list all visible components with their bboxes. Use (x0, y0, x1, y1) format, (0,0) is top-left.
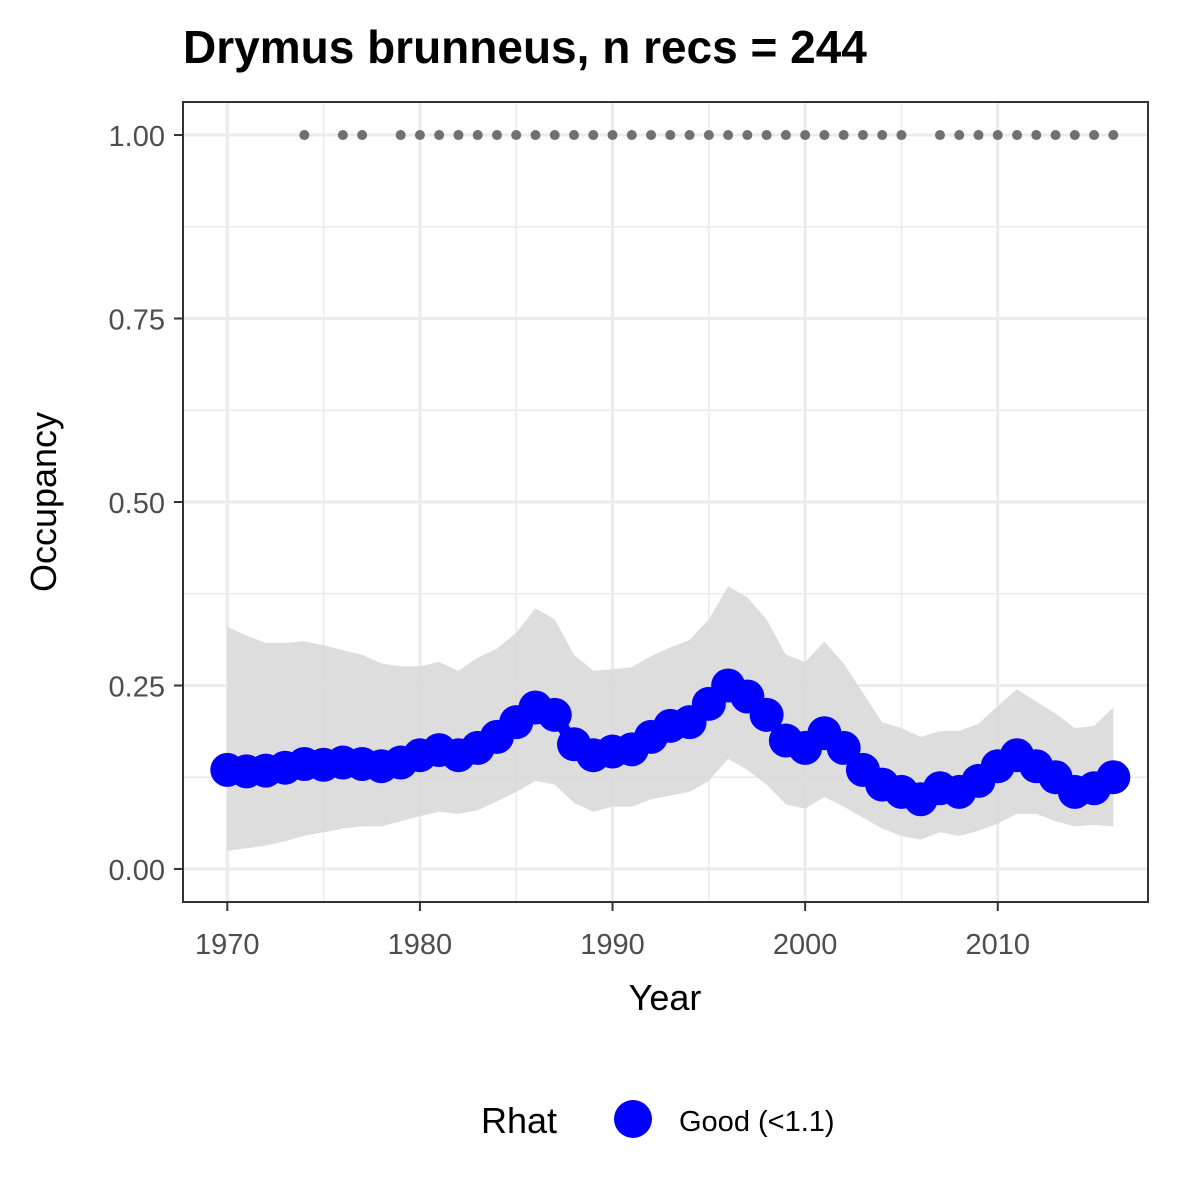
y-tick-label: 0.50 (109, 488, 165, 520)
x-tick-label: 1980 (388, 929, 453, 961)
record-point (453, 130, 464, 141)
record-point (665, 130, 676, 141)
record-points (299, 130, 1119, 141)
mean-occupancy-points (210, 668, 1131, 817)
record-point (684, 130, 695, 141)
mean-point (826, 730, 861, 765)
plot-panel (182, 101, 1149, 903)
record-point (857, 130, 868, 141)
record-point (992, 130, 1003, 141)
record-point (703, 130, 714, 141)
mean-point (749, 697, 784, 732)
record-point (1108, 130, 1119, 141)
record-point (761, 130, 772, 141)
record-point (742, 130, 753, 141)
record-point (607, 130, 618, 141)
record-point (1089, 130, 1100, 141)
record-point (1012, 130, 1023, 141)
record-point (434, 130, 445, 141)
y-tick-label: 0.25 (109, 671, 165, 703)
mean-point (1096, 760, 1131, 795)
record-point (414, 130, 425, 141)
record-point (954, 130, 965, 141)
x-tick-label: 2000 (773, 929, 838, 961)
record-point (395, 130, 406, 141)
record-point (472, 130, 483, 141)
record-point (299, 130, 310, 141)
x-axis-title: Year (629, 977, 702, 1018)
record-point (819, 130, 830, 141)
legend-label-good: Good (<1.1) (679, 1106, 835, 1138)
record-point (646, 130, 657, 141)
record-point (838, 130, 849, 141)
x-tick-label: 1970 (195, 929, 260, 961)
record-point (800, 130, 811, 141)
y-tick-label: 0.75 (109, 305, 165, 337)
record-point (780, 130, 791, 141)
mean-point (537, 697, 572, 732)
record-point (588, 130, 599, 141)
record-point (723, 130, 734, 141)
legend: Rhat Good (<1.1) (481, 1100, 835, 1141)
legend-key-good (614, 1100, 652, 1138)
record-point (877, 130, 888, 141)
legend-title: Rhat (481, 1100, 557, 1141)
record-point (1050, 130, 1061, 141)
record-point (357, 130, 368, 141)
x-tick-label: 2010 (966, 929, 1031, 961)
record-point (569, 130, 580, 141)
x-tick-label: 1990 (580, 929, 645, 961)
record-point (934, 130, 945, 141)
record-point (973, 130, 984, 141)
record-point (1031, 130, 1042, 141)
record-point (896, 130, 907, 141)
y-tick-label: 0.00 (109, 855, 165, 887)
record-point (1069, 130, 1080, 141)
y-tick-label: 1.00 (109, 121, 165, 153)
x-axis: 1970 1980 1990 2000 2010 (195, 902, 1030, 961)
record-point (549, 130, 560, 141)
y-axis-title: Occupancy (23, 412, 64, 592)
record-point (626, 130, 637, 141)
record-point (491, 130, 502, 141)
record-point (337, 130, 348, 141)
record-point (530, 130, 541, 141)
chart-title: Drymus brunneus, n recs = 244 (183, 21, 867, 73)
record-point (511, 130, 522, 141)
y-axis: 0.00 0.25 0.50 0.75 1.00 (109, 121, 183, 887)
